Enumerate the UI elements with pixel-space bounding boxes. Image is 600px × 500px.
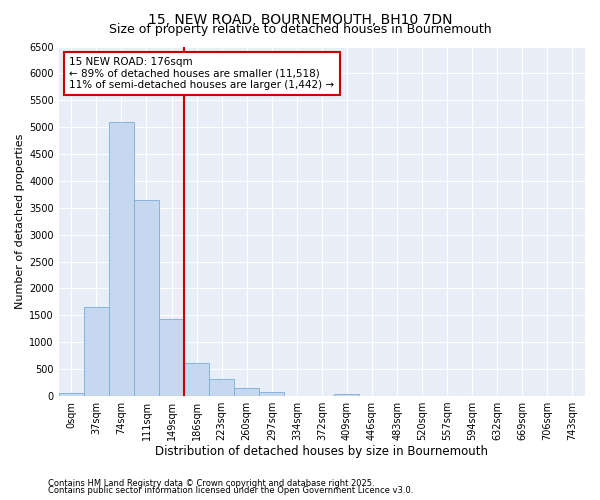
Y-axis label: Number of detached properties: Number of detached properties xyxy=(15,134,25,309)
Text: Contains HM Land Registry data © Crown copyright and database right 2025.: Contains HM Land Registry data © Crown c… xyxy=(48,478,374,488)
Bar xyxy=(59,392,84,396)
Bar xyxy=(334,394,359,396)
Text: 15, NEW ROAD, BOURNEMOUTH, BH10 7DN: 15, NEW ROAD, BOURNEMOUTH, BH10 7DN xyxy=(148,12,452,26)
Bar xyxy=(259,392,284,396)
X-axis label: Distribution of detached houses by size in Bournemouth: Distribution of detached houses by size … xyxy=(155,444,488,458)
Bar xyxy=(109,122,134,396)
Bar xyxy=(134,200,159,396)
Bar xyxy=(209,380,234,396)
Bar xyxy=(84,308,109,396)
Bar xyxy=(184,362,209,396)
Text: Size of property relative to detached houses in Bournemouth: Size of property relative to detached ho… xyxy=(109,22,491,36)
Bar xyxy=(234,388,259,396)
Text: Contains public sector information licensed under the Open Government Licence v3: Contains public sector information licen… xyxy=(48,486,413,495)
Text: 15 NEW ROAD: 176sqm
← 89% of detached houses are smaller (11,518)
11% of semi-de: 15 NEW ROAD: 176sqm ← 89% of detached ho… xyxy=(70,57,334,90)
Bar xyxy=(159,318,184,396)
